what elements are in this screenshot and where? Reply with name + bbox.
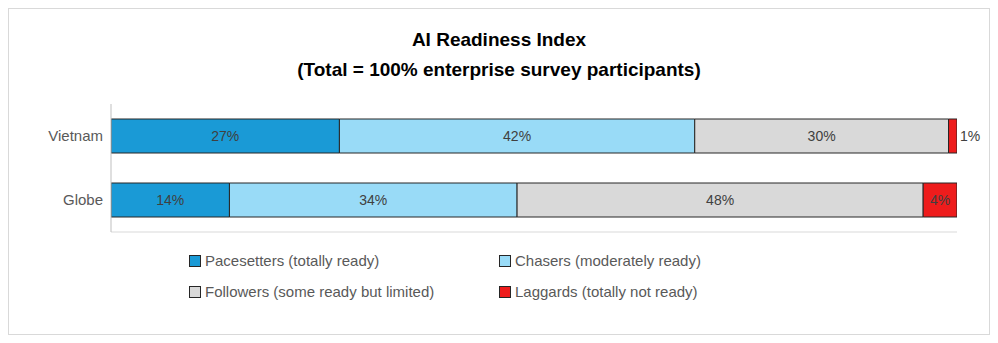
svg-text:34%: 34% [359, 192, 387, 208]
svg-text:Globe: Globe [63, 191, 103, 208]
svg-text:4%: 4% [930, 192, 950, 208]
svg-text:48%: 48% [706, 192, 734, 208]
svg-text:27%: 27% [211, 128, 239, 144]
html-text:Pacesetters (totally ready): Pacesetters (totally ready) [205, 252, 380, 269]
html-text:AI Readiness Index: AI Readiness Index [411, 29, 587, 50]
svg-text:1%: 1% [960, 128, 980, 144]
html-text:Followers (some ready but limi: Followers (some ready but limited) [205, 283, 435, 300]
html-text:(Total = 100% enterprise surve: (Total = 100% enterprise survey particip… [297, 59, 701, 80]
html-text:Chasers (moderately ready): Chasers (moderately ready) [515, 252, 701, 269]
svg-text:30%: 30% [808, 128, 836, 144]
svg-text:42%: 42% [503, 128, 531, 144]
html-text:Laggards (totally not ready): Laggards (totally not ready) [515, 283, 698, 300]
svg-text:Vietnam: Vietnam [48, 127, 103, 144]
svg-text:14%: 14% [156, 192, 184, 208]
